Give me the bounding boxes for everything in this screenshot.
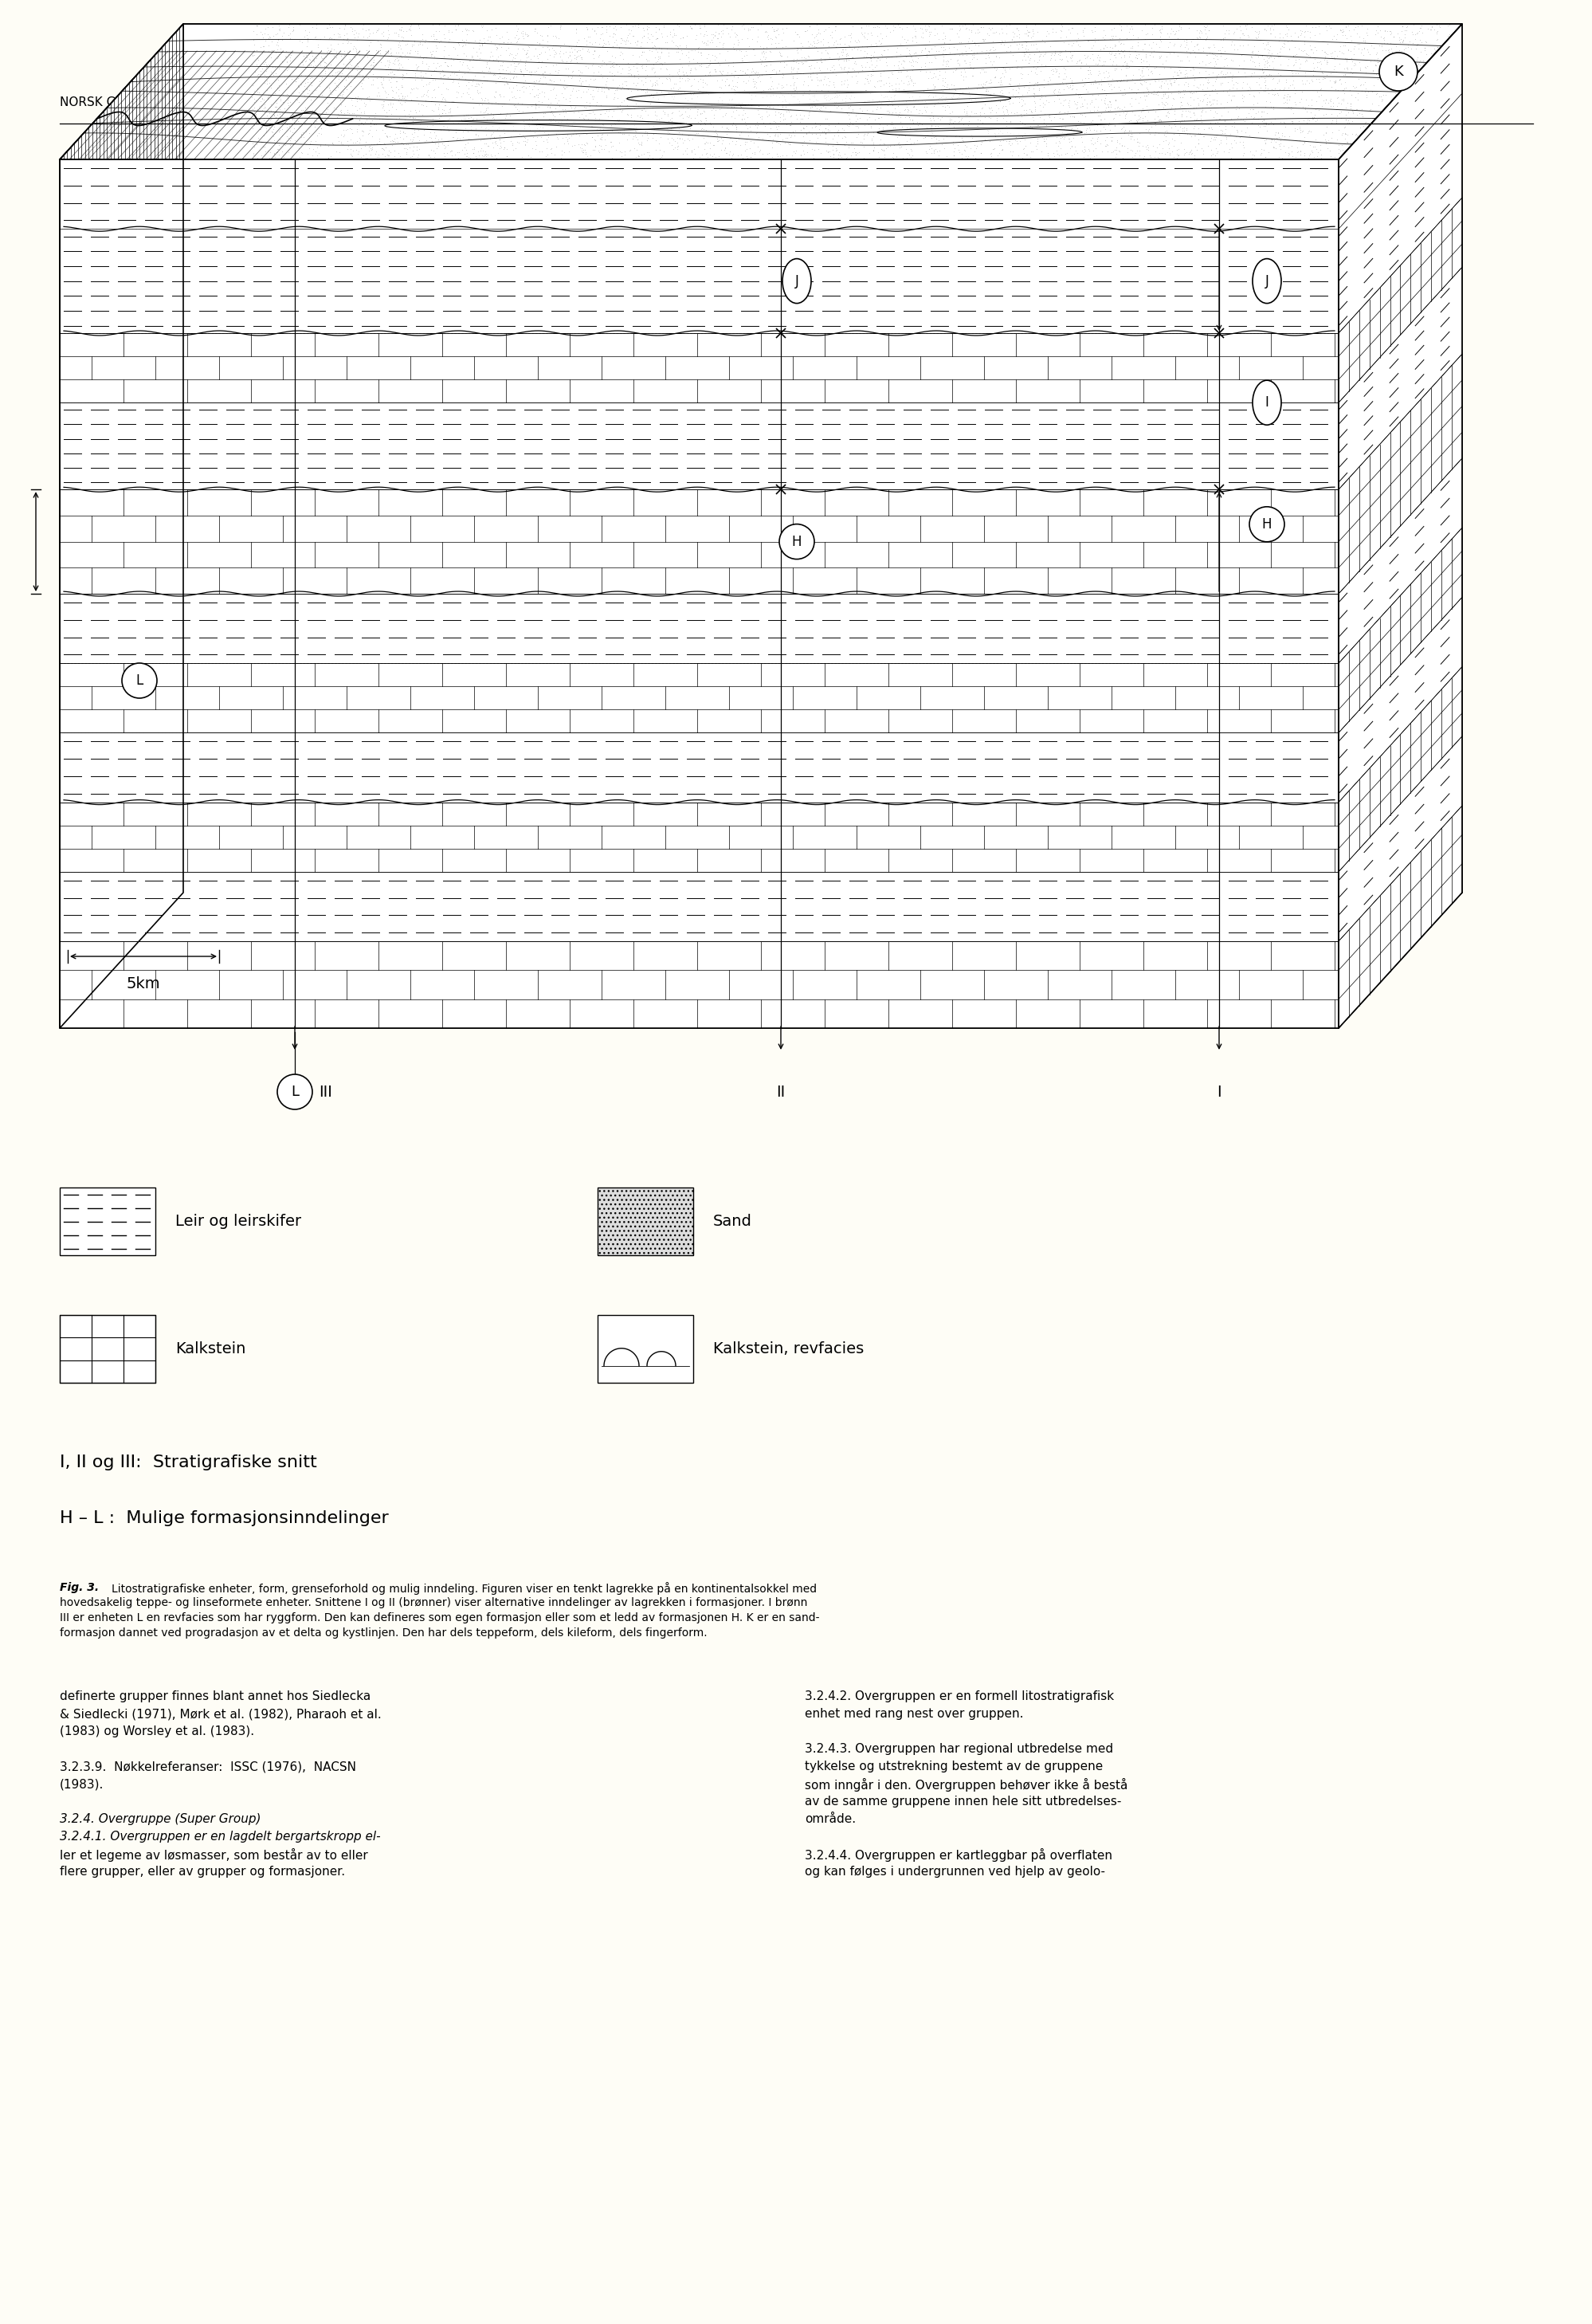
Ellipse shape: [1251, 258, 1280, 304]
Circle shape: [123, 662, 158, 697]
Text: definerte grupper finnes blant annet hos Siedlecka: definerte grupper finnes blant annet hos…: [60, 1690, 371, 1703]
Text: Kalkstein, revfacies: Kalkstein, revfacies: [713, 1341, 863, 1357]
Text: L: L: [291, 1085, 299, 1099]
Text: Fig. 3.: Fig. 3.: [60, 1583, 99, 1594]
Polygon shape: [60, 593, 1337, 662]
Polygon shape: [60, 872, 1337, 941]
Text: & Siedlecki (1971), Mørk et al. (1982), Pharaoh et al.: & Siedlecki (1971), Mørk et al. (1982), …: [60, 1708, 380, 1720]
Polygon shape: [60, 402, 1337, 490]
Polygon shape: [1337, 737, 1461, 941]
Text: tykkelse og utstrekning bestemt av de gruppene: tykkelse og utstrekning bestemt av de gr…: [804, 1762, 1102, 1773]
Polygon shape: [1337, 806, 1461, 1027]
Circle shape: [277, 1074, 312, 1109]
Text: III er enheten L en revfacies som har ryggform. Den kan defineres som egen forma: III er enheten L en revfacies som har ry…: [60, 1613, 820, 1624]
Polygon shape: [627, 91, 1009, 105]
Text: 3.2.4.2. Overgruppen er en formell litostratigrafisk: 3.2.4.2. Overgruppen er en formell litos…: [804, 1690, 1113, 1703]
Text: 3.2.3.9.  Nøkkelreferanser:  ISSC (1976),  NACSN: 3.2.3.9. Nøkkelreferanser: ISSC (1976), …: [60, 1762, 357, 1773]
Text: III: III: [318, 1085, 333, 1099]
Polygon shape: [597, 1188, 693, 1255]
Text: K: K: [1393, 65, 1403, 79]
Polygon shape: [1337, 93, 1461, 332]
Text: J: J: [794, 274, 798, 288]
Text: ler et legeme av løsmasser, som består av to eller: ler et legeme av løsmasser, som består a…: [60, 1848, 368, 1862]
Text: NORSK GEOLOGISK TIDSSKRIFT 66 SUPPL (1986): NORSK GEOLOGISK TIDSSKRIFT 66 SUPPL (198…: [60, 95, 358, 107]
Polygon shape: [60, 1315, 156, 1383]
Text: Kalkstein: Kalkstein: [175, 1341, 245, 1357]
Text: 3.2.4.4. Overgruppen er kartleggbar på overflaten: 3.2.4.4. Overgruppen er kartleggbar på o…: [804, 1848, 1111, 1862]
Text: H: H: [791, 535, 801, 548]
Polygon shape: [60, 23, 183, 1027]
Polygon shape: [60, 490, 1337, 593]
Polygon shape: [597, 1315, 693, 1383]
Text: Litostratigrafiske enheter, form, grenseforhold og mulig inndeling. Figuren vise: Litostratigrafiske enheter, form, grense…: [111, 1583, 817, 1594]
Polygon shape: [60, 228, 1337, 332]
Polygon shape: [60, 23, 1461, 160]
Polygon shape: [60, 662, 1337, 732]
Text: av de samme gruppene innen hele sitt utbredelses-: av de samme gruppene innen hele sitt utb…: [804, 1796, 1121, 1808]
Text: Enheter definert på grunnlag av materialinnhold 19: Enheter definert på grunnlag av material…: [876, 95, 1197, 109]
Text: 3.2.4. Overgruppe (Super Group): 3.2.4. Overgruppe (Super Group): [60, 1813, 261, 1824]
Polygon shape: [1337, 23, 1461, 1027]
Polygon shape: [1337, 267, 1461, 490]
Polygon shape: [877, 128, 1081, 137]
Polygon shape: [1337, 353, 1461, 593]
Polygon shape: [1337, 23, 1461, 228]
Polygon shape: [1337, 528, 1461, 732]
Text: I, II og III:  Stratigrafiske snitt: I, II og III: Stratigrafiske snitt: [60, 1455, 317, 1471]
Polygon shape: [60, 160, 1337, 228]
Polygon shape: [1337, 597, 1461, 802]
Polygon shape: [60, 1188, 156, 1255]
Polygon shape: [60, 332, 1337, 402]
Text: H – L :  Mulige formasjonsinndelinger: H – L : Mulige formasjonsinndelinger: [60, 1511, 388, 1527]
Polygon shape: [1337, 198, 1461, 402]
Text: 3.2.4.3. Overgruppen har regional utbredelse med: 3.2.4.3. Overgruppen har regional utbred…: [804, 1743, 1113, 1755]
Text: Sand: Sand: [713, 1213, 751, 1229]
Text: formasjon dannet ved progradasjon av et delta og kystlinjen. Den har dels teppef: formasjon dannet ved progradasjon av et …: [60, 1627, 707, 1638]
Text: enhet med rang nest over gruppen.: enhet med rang nest over gruppen.: [804, 1708, 1024, 1720]
Text: som inngår i den. Overgruppen behøver ikke å bestå: som inngår i den. Overgruppen behøver ik…: [804, 1778, 1127, 1792]
Text: 3.2.4.1. Overgruppen er en lagdelt bergartskropp el-: 3.2.4.1. Overgruppen er en lagdelt berga…: [60, 1831, 380, 1843]
Ellipse shape: [782, 258, 810, 304]
Text: II: II: [775, 1085, 785, 1099]
Text: (1983) og Worsley et al. (1983).: (1983) og Worsley et al. (1983).: [60, 1724, 255, 1738]
Text: flere grupper, eller av grupper og formasjoner.: flere grupper, eller av grupper og forma…: [60, 1866, 345, 1878]
Polygon shape: [60, 732, 1337, 802]
Polygon shape: [60, 941, 1337, 1027]
Polygon shape: [385, 121, 691, 130]
Text: 5km: 5km: [126, 976, 161, 992]
Polygon shape: [60, 802, 1337, 872]
Text: Leir og leirskifer: Leir og leirskifer: [175, 1213, 301, 1229]
Ellipse shape: [1251, 381, 1280, 425]
Text: område.: område.: [804, 1813, 855, 1824]
Text: J: J: [1264, 274, 1269, 288]
Text: og kan følges i undergrunnen ved hjelp av geolo-: og kan følges i undergrunnen ved hjelp a…: [804, 1866, 1105, 1878]
Circle shape: [1379, 53, 1417, 91]
Text: hovedsakelig teppe- og linseformete enheter. Snittene I og II (brønner) viser al: hovedsakelig teppe- og linseformete enhe…: [60, 1597, 807, 1608]
Circle shape: [1248, 507, 1283, 541]
Text: L: L: [135, 674, 143, 688]
Text: (1983).: (1983).: [60, 1778, 103, 1789]
Polygon shape: [1337, 458, 1461, 662]
Circle shape: [778, 525, 814, 560]
Polygon shape: [1337, 667, 1461, 872]
Text: I: I: [1264, 395, 1269, 409]
Text: I: I: [1216, 1085, 1221, 1099]
Text: H: H: [1261, 516, 1272, 532]
